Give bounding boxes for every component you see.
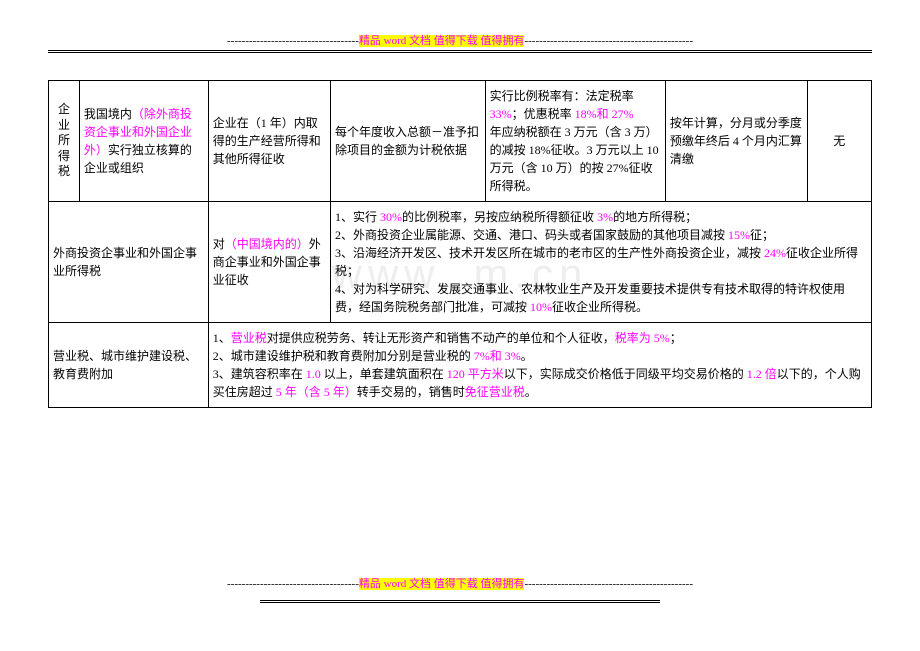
- row2-subject: 对（中国境内的）外商企事业和外国企事业征收: [208, 202, 330, 323]
- page-footer: ------------------------------------精品 w…: [0, 575, 920, 591]
- table-row: 营业税、城市维护建设税、教育费附加 1、营业税对提供应税劳务、转让无形资产和销售…: [49, 323, 872, 408]
- header-text-highlight: 精品 word 文档 值得下载 值得拥有: [359, 35, 525, 47]
- row1-note: 无: [807, 81, 871, 202]
- footer-dash-left: ------------------------------------: [227, 578, 359, 590]
- page-header: ------------------------------------精品 w…: [0, 32, 920, 48]
- row1-taxname: 企 业 所 得 税: [49, 81, 80, 202]
- footer-dash-right: ----------------------------------------…: [524, 578, 693, 590]
- footer-divider: [260, 600, 660, 603]
- row1-period: 按年计算，分月或分季度预缴年终后 4 个月内汇算清缴: [665, 81, 807, 202]
- tax-table: 企 业 所 得 税 我国境内（除外商投资企事业和外国企业外）实行独立核算的企业或…: [48, 80, 872, 408]
- row1-basis: 每个年度收入总额－准予扣除项目的金额为计税依据: [331, 81, 486, 202]
- table-row: 外商投资企事业和外国企事业所得税 对（中国境内的）外商企事业和外国企事业征收 1…: [49, 202, 872, 323]
- row2-taxname: 外商投资企事业和外国企事业所得税: [49, 202, 209, 323]
- footer-text-highlight: 精品 word 文档 值得下载 值得拥有: [359, 578, 525, 590]
- header-dash-right: ----------------------------------------…: [524, 35, 693, 47]
- table-row: 企 业 所 得 税 我国境内（除外商投资企事业和外国企业外）实行独立核算的企业或…: [49, 81, 872, 202]
- row1-rate: 实行比例税率有：法定税率 33%；优惠税率 18%和 27% 年应纳税额在 3 …: [485, 81, 665, 202]
- tax-table-wrapper: 企 业 所 得 税 我国境内（除外商投资企事业和外国企业外）实行独立核算的企业或…: [48, 80, 872, 408]
- row3-taxname: 营业税、城市维护建设税、教育费附加: [49, 323, 209, 408]
- row1-subject: 我国境内（除外商投资企事业和外国企业外）实行独立核算的企业或组织: [79, 81, 208, 202]
- row2-content: 1、实行 30%的比例税率，另按应纳税所得额征收 3%的地方所得税； 2、外商投…: [331, 202, 872, 323]
- header-dash-left: ------------------------------------: [227, 35, 359, 47]
- row3-content: 1、营业税对提供应税劳务、转让无形资产和销售不动产的单位和个人征收，税率为 5%…: [208, 323, 871, 408]
- header-divider: [48, 50, 872, 53]
- row1-scope: 企业在（1 年）内取得的生产经营所得和其他所得征收: [208, 81, 330, 202]
